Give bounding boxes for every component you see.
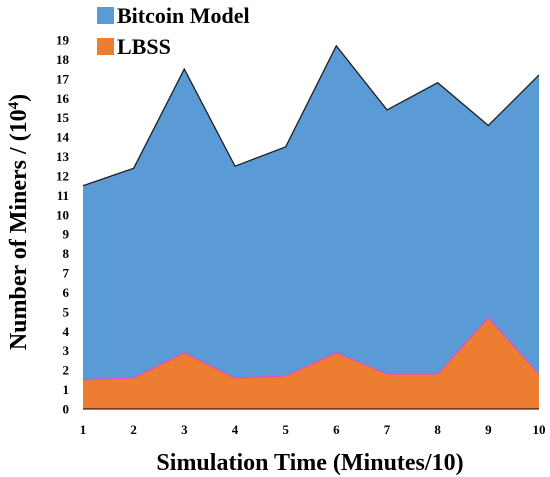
x-tick-label: 3 [181,422,188,437]
y-axis-title-suffix: ) [6,94,32,102]
x-tick-label: 9 [485,422,492,437]
y-tick-label: 17 [56,71,70,86]
y-tick-label: 3 [63,343,70,358]
y-tick-label: 7 [63,266,70,281]
x-tick-label: 7 [384,422,391,437]
area-lbss [83,317,539,409]
y-tick-label: 11 [57,188,69,203]
y-tick-label: 12 [56,168,69,183]
y-tick-label: 0 [63,402,70,417]
line-bitcoin-model [82,44,540,187]
y-tick-label: 19 [56,33,70,48]
y-tick-label: 8 [63,246,70,261]
y-axis-title: Number of Miners / (104) [6,94,32,350]
x-axis-title: Simulation Time (Minutes/10) [156,450,463,476]
y-tick-label: 9 [63,227,70,242]
legend-label-bitcoin-model: Bitcoin Model [117,3,250,28]
y-tick-label: 6 [63,285,70,300]
legend-swatch-lbss [97,38,114,55]
line-lbss [82,316,540,381]
y-tick-label: 10 [56,207,69,222]
y-tick-label: 18 [56,52,70,67]
x-tick-label: 8 [434,422,441,437]
y-tick-label: 4 [63,324,70,339]
y-tick-label: 16 [56,91,70,106]
plot-areas [83,45,539,410]
x-tick-label: 6 [333,422,340,437]
y-axis-title-exponent: 4 [6,101,22,109]
x-tick-label: 10 [533,422,546,437]
x-tick-label: 2 [130,422,137,437]
y-tick-label: 14 [56,130,70,145]
x-tick-label: 1 [80,422,87,437]
legend-label-lbss: LBSS [117,34,171,59]
legend-swatch-bitcoin-model [97,7,114,24]
legend: Bitcoin Model LBSS [97,3,250,59]
y-tick-label: 2 [63,363,70,378]
y-tick-label: 1 [63,382,70,397]
x-tick-label: 4 [232,422,239,437]
y-tick-label: 5 [63,304,70,319]
x-tick-label: 5 [282,422,289,437]
y-tick-label: 13 [56,149,70,164]
x-axis-ticks: 1 2 3 4 5 6 7 8 9 10 [80,422,546,437]
area-bitcoin-model [83,45,539,410]
series-outlines [82,44,540,381]
y-tick-label: 15 [56,110,70,125]
y-axis-title-main: Number of Miners / (10 [6,109,32,350]
